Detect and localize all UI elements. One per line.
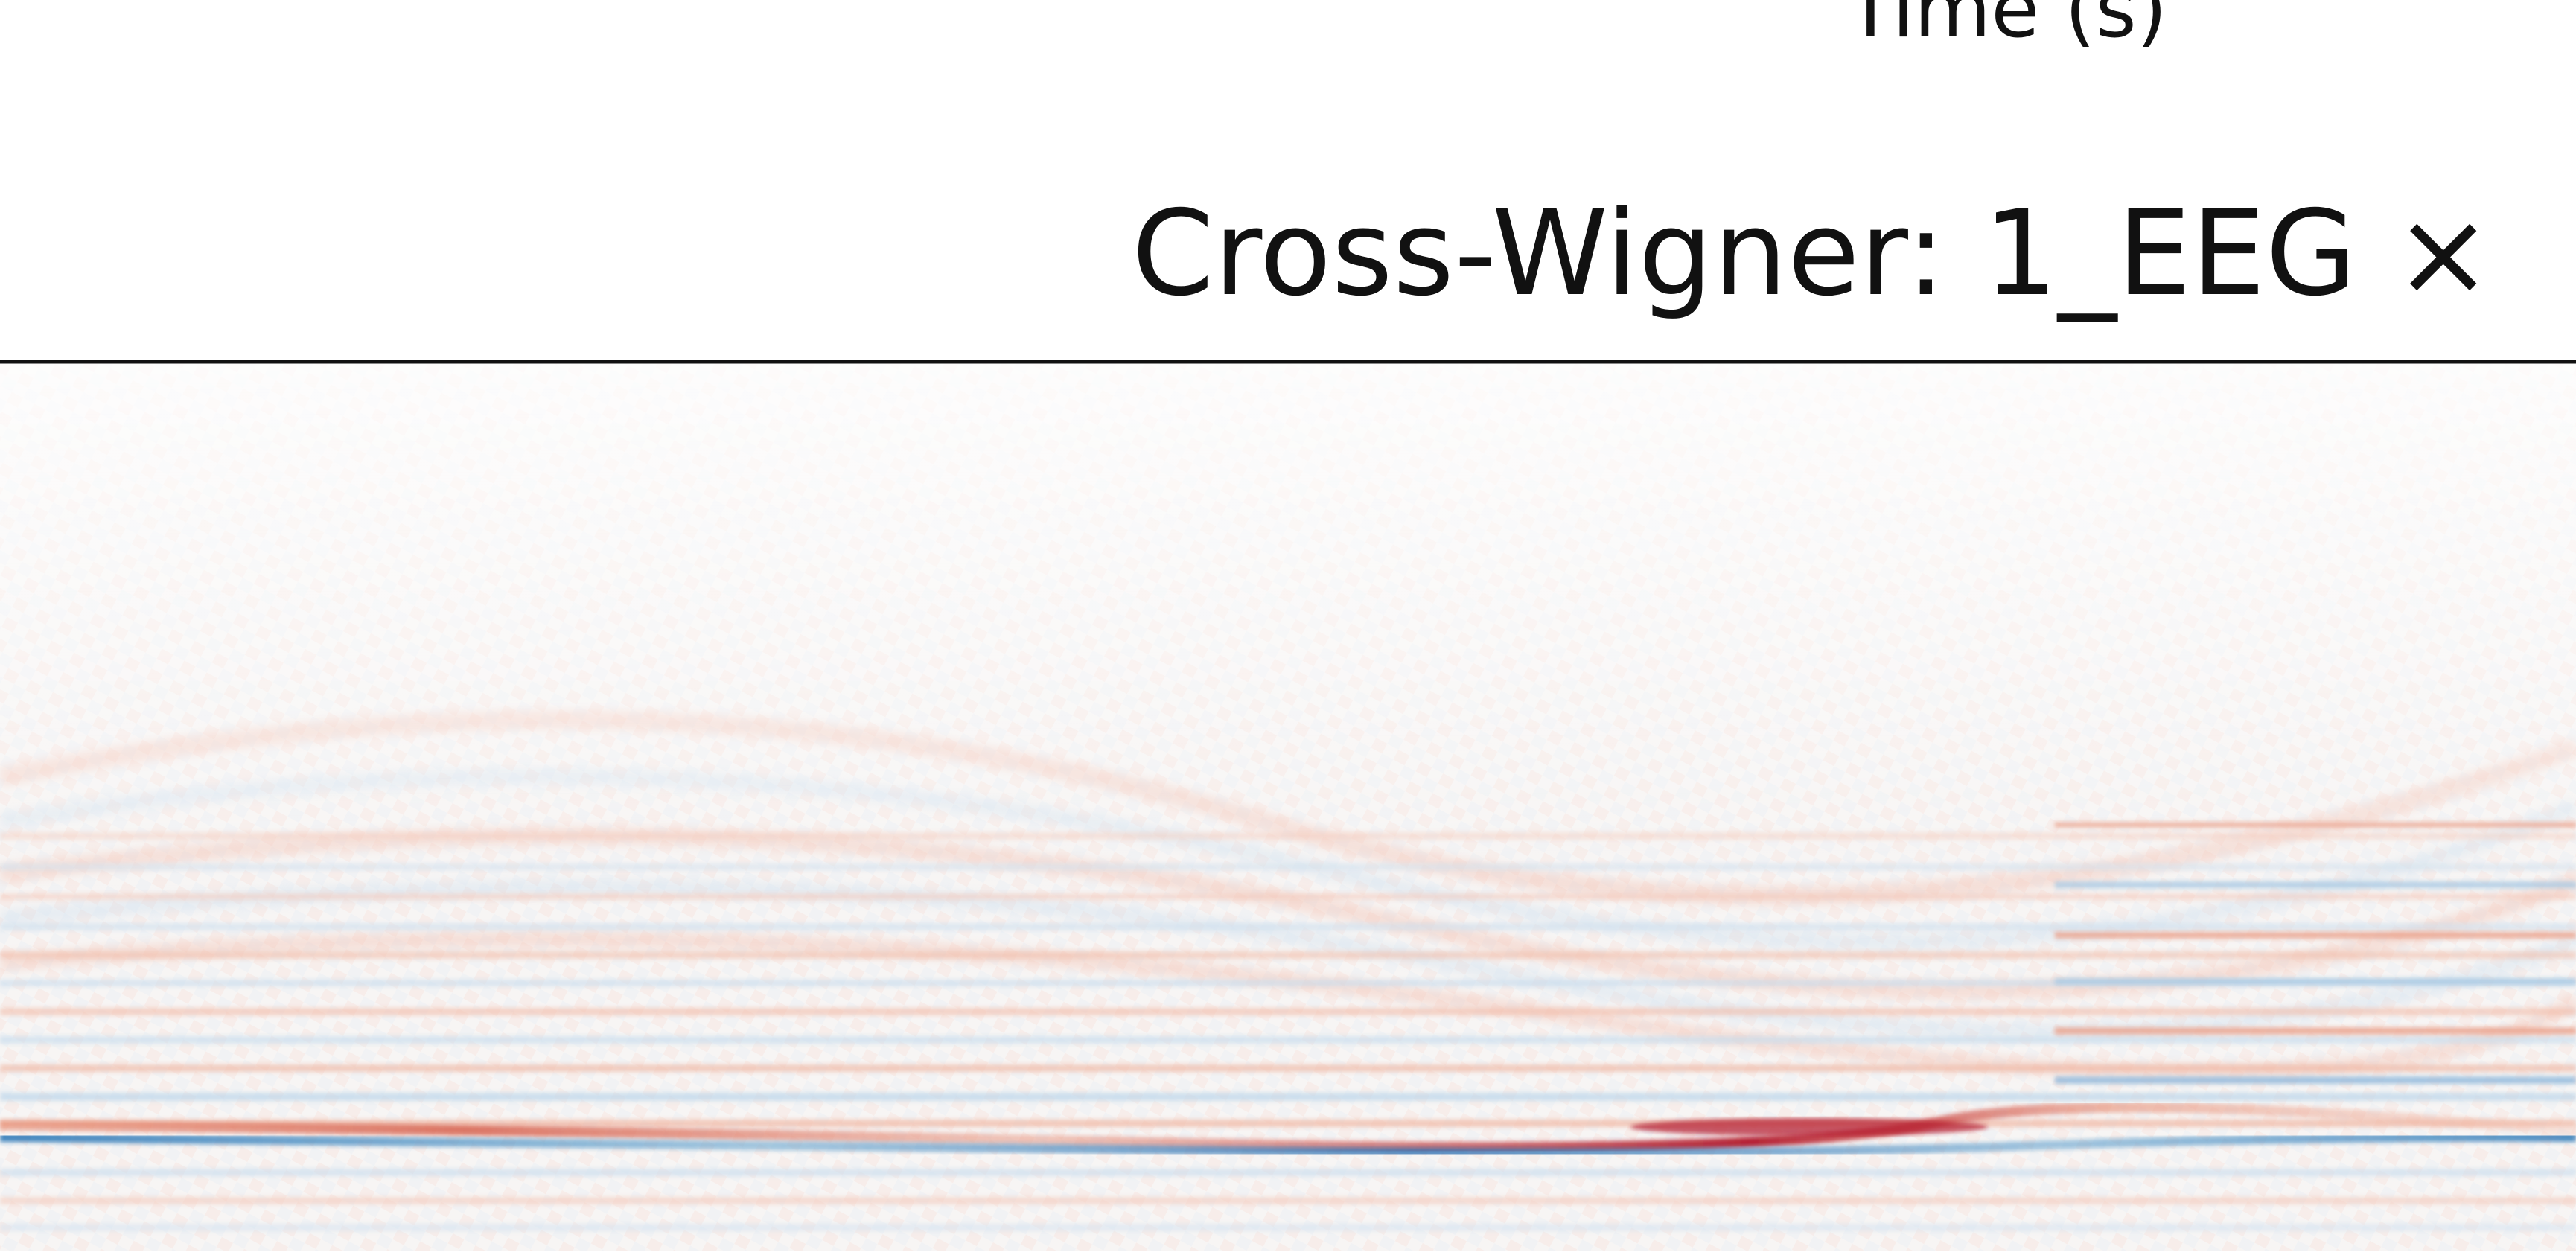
upper-fade xyxy=(0,360,2576,1251)
heatmap-svg xyxy=(0,360,2576,1251)
heatmap-panel xyxy=(0,360,2576,1251)
chart-title: Cross-Wigner: 1_EEG × xyxy=(1132,185,2493,322)
x-axis-label: Time (s) xyxy=(1846,0,2168,55)
